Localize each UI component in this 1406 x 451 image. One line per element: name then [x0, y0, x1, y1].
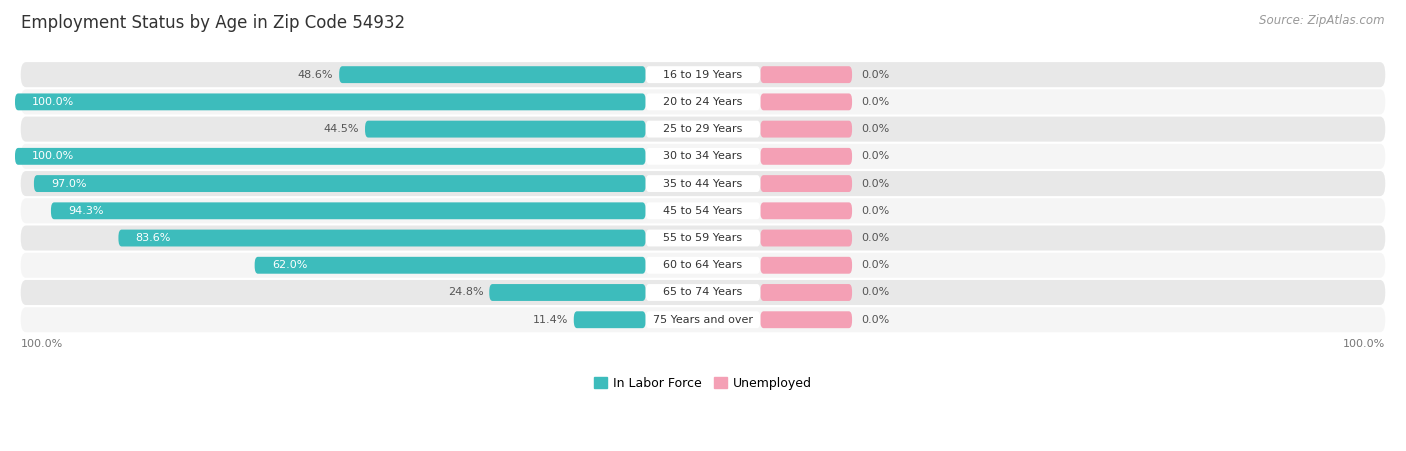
FancyBboxPatch shape [645, 148, 761, 165]
FancyBboxPatch shape [15, 93, 645, 110]
FancyBboxPatch shape [21, 280, 1385, 305]
FancyBboxPatch shape [21, 307, 1385, 332]
FancyBboxPatch shape [645, 202, 761, 219]
Text: 0.0%: 0.0% [862, 179, 890, 189]
Text: 30 to 34 Years: 30 to 34 Years [664, 152, 742, 161]
FancyBboxPatch shape [339, 66, 645, 83]
Legend: In Labor Force, Unemployed: In Labor Force, Unemployed [589, 372, 817, 395]
Text: 24.8%: 24.8% [449, 287, 484, 298]
FancyBboxPatch shape [645, 66, 761, 83]
Text: 0.0%: 0.0% [862, 69, 890, 80]
Text: 75 Years and over: 75 Years and over [652, 315, 754, 325]
FancyBboxPatch shape [761, 148, 852, 165]
Text: 0.0%: 0.0% [862, 206, 890, 216]
FancyBboxPatch shape [21, 89, 1385, 115]
FancyBboxPatch shape [761, 257, 852, 274]
Text: 83.6%: 83.6% [135, 233, 172, 243]
Text: 97.0%: 97.0% [51, 179, 87, 189]
Text: 0.0%: 0.0% [862, 124, 890, 134]
FancyBboxPatch shape [51, 202, 645, 219]
Text: 44.5%: 44.5% [323, 124, 360, 134]
Text: 45 to 54 Years: 45 to 54 Years [664, 206, 742, 216]
FancyBboxPatch shape [489, 284, 645, 301]
FancyBboxPatch shape [645, 284, 761, 301]
Text: 25 to 29 Years: 25 to 29 Years [664, 124, 742, 134]
Text: 20 to 24 Years: 20 to 24 Years [664, 97, 742, 107]
FancyBboxPatch shape [645, 257, 761, 274]
Text: 0.0%: 0.0% [862, 97, 890, 107]
Text: 65 to 74 Years: 65 to 74 Years [664, 287, 742, 298]
Text: 11.4%: 11.4% [533, 315, 568, 325]
FancyBboxPatch shape [761, 175, 852, 192]
FancyBboxPatch shape [21, 198, 1385, 223]
Text: 0.0%: 0.0% [862, 152, 890, 161]
FancyBboxPatch shape [21, 62, 1385, 87]
FancyBboxPatch shape [645, 93, 761, 110]
Text: Source: ZipAtlas.com: Source: ZipAtlas.com [1260, 14, 1385, 27]
FancyBboxPatch shape [761, 202, 852, 219]
Text: 100.0%: 100.0% [1343, 339, 1385, 350]
FancyBboxPatch shape [21, 144, 1385, 169]
FancyBboxPatch shape [645, 230, 761, 247]
FancyBboxPatch shape [761, 93, 852, 110]
Text: 55 to 59 Years: 55 to 59 Years [664, 233, 742, 243]
Text: Employment Status by Age in Zip Code 54932: Employment Status by Age in Zip Code 549… [21, 14, 405, 32]
FancyBboxPatch shape [15, 148, 645, 165]
Text: 0.0%: 0.0% [862, 315, 890, 325]
FancyBboxPatch shape [645, 121, 761, 138]
Text: 48.6%: 48.6% [298, 69, 333, 80]
FancyBboxPatch shape [21, 253, 1385, 278]
FancyBboxPatch shape [645, 311, 761, 328]
FancyBboxPatch shape [366, 121, 645, 138]
FancyBboxPatch shape [21, 117, 1385, 142]
Text: 16 to 19 Years: 16 to 19 Years [664, 69, 742, 80]
Text: 35 to 44 Years: 35 to 44 Years [664, 179, 742, 189]
FancyBboxPatch shape [118, 230, 645, 247]
Text: 100.0%: 100.0% [32, 152, 75, 161]
FancyBboxPatch shape [574, 311, 645, 328]
Text: 0.0%: 0.0% [862, 287, 890, 298]
Text: 60 to 64 Years: 60 to 64 Years [664, 260, 742, 270]
FancyBboxPatch shape [761, 121, 852, 138]
Text: 0.0%: 0.0% [862, 233, 890, 243]
Text: 94.3%: 94.3% [67, 206, 104, 216]
FancyBboxPatch shape [761, 230, 852, 247]
FancyBboxPatch shape [254, 257, 645, 274]
FancyBboxPatch shape [34, 175, 645, 192]
FancyBboxPatch shape [21, 226, 1385, 251]
Text: 62.0%: 62.0% [271, 260, 308, 270]
Text: 100.0%: 100.0% [32, 97, 75, 107]
FancyBboxPatch shape [21, 171, 1385, 196]
FancyBboxPatch shape [645, 175, 761, 192]
FancyBboxPatch shape [761, 66, 852, 83]
FancyBboxPatch shape [761, 311, 852, 328]
Text: 0.0%: 0.0% [862, 260, 890, 270]
Text: 100.0%: 100.0% [21, 339, 63, 350]
FancyBboxPatch shape [761, 284, 852, 301]
